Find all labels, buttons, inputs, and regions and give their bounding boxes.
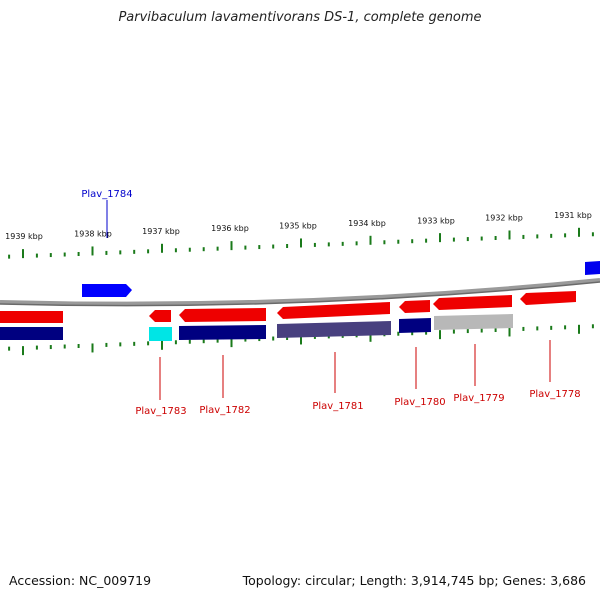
topology-text: Topology: circular; Length: 3,914,745 bp… [242, 573, 586, 588]
gene-plav-1783[interactable] [149, 310, 171, 322]
ruler-label: 1931 kbp [554, 211, 592, 220]
label-plav-1779[interactable]: Plav_1779 [453, 393, 504, 404]
ruler-label: 1938 kbp [74, 229, 112, 238]
page-title: Parvibaculum lavamentivorans DS-1, compl… [118, 10, 482, 25]
upper-ruler [8, 227, 594, 259]
product-plav-1780[interactable] [399, 318, 431, 333]
label-plav-1780[interactable]: Plav_1780 [394, 397, 445, 408]
label-plav-1784[interactable]: Plav_1784 [81, 189, 132, 200]
ruler-label: 1933 kbp [417, 216, 455, 225]
product-plav-1782[interactable] [179, 325, 266, 340]
gene-plav-1781[interactable] [277, 302, 390, 319]
accession-text: Accession: NC_009719 [9, 573, 152, 588]
product-plav-1781[interactable] [277, 321, 391, 338]
label-plav-1778[interactable]: Plav_1778 [529, 389, 580, 400]
label-plav-1783[interactable]: Plav_1783 [135, 406, 186, 417]
ruler-label: 1934 kbp [348, 219, 386, 228]
ruler-label: 1932 kbp [485, 214, 523, 223]
ruler-label: 1936 kbp [211, 224, 249, 233]
product-plav-1783[interactable] [149, 327, 172, 341]
gene-plav-1778[interactable] [520, 291, 576, 305]
gene-red-left[interactable] [0, 311, 63, 323]
gene-plav-1784[interactable] [82, 284, 132, 297]
label-plav-1781[interactable]: Plav_1781 [312, 401, 363, 412]
gene-plav-1779[interactable] [433, 295, 512, 310]
genome-backbone-shade [0, 281, 600, 307]
gene-plav-1782[interactable] [179, 308, 266, 322]
ruler-label: 1935 kbp [279, 222, 317, 231]
label-plav-1782[interactable]: Plav_1782 [199, 405, 250, 416]
ruler-label: 1937 kbp [142, 227, 180, 236]
genome-backbone [0, 278, 600, 306]
gene-edge-blue [585, 261, 600, 275]
ruler-labels: 1939 kbp 1938 kbp 1937 kbp 1936 kbp 1935 kbp… [5, 211, 592, 241]
product-plav-1779[interactable] [434, 314, 513, 330]
product-left[interactable] [0, 327, 63, 340]
gene-plav-1780[interactable] [399, 300, 430, 313]
ruler-label: 1939 kbp [5, 232, 43, 241]
